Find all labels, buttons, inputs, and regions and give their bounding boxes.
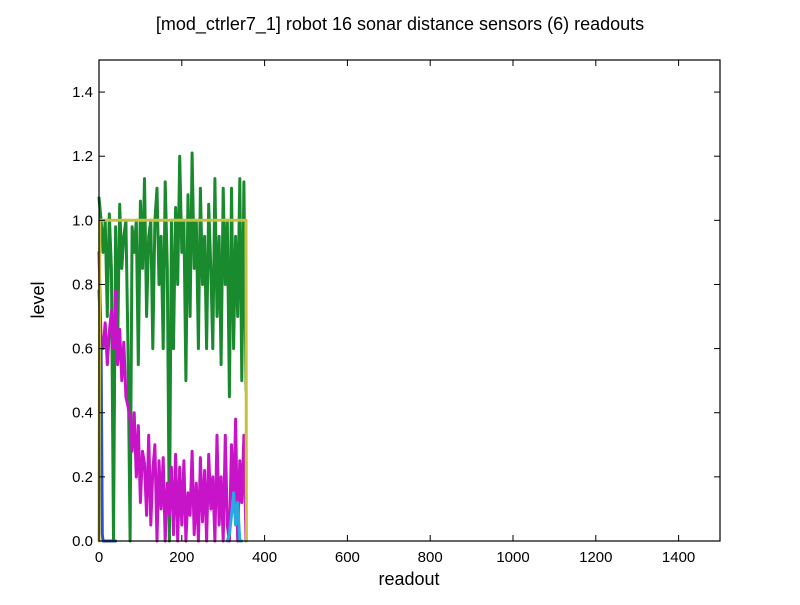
y-tick-label: 0.2 xyxy=(72,469,93,486)
x-tick-label: 400 xyxy=(252,549,277,566)
y-axis-label: level xyxy=(28,281,48,318)
y-tick-label: 1.0 xyxy=(72,212,93,229)
y-tick-label: 0.4 xyxy=(72,405,93,422)
chart-title: [mod_ctrler7_1] robot 16 sonar distance … xyxy=(156,14,644,35)
x-tick-label: 800 xyxy=(418,549,443,566)
y-tick-label: 1.2 xyxy=(72,148,93,165)
series-line-2 xyxy=(97,250,248,543)
x-tick-label: 1400 xyxy=(662,549,695,566)
x-axis-label: readout xyxy=(378,569,439,589)
x-tick-label: 0 xyxy=(95,549,103,566)
y-tick-label: 0.6 xyxy=(72,341,93,358)
series-line-1 xyxy=(97,151,248,543)
x-tick-label: 600 xyxy=(335,549,360,566)
y-tick-label: 1.4 xyxy=(72,84,93,101)
plot-area-frame xyxy=(98,59,721,542)
x-tick-label: 1200 xyxy=(579,549,612,566)
axis-ticks: 0 200 400 600 800 1000 1200 1400 0.0 0.2 0.4 0.6 0.8… xyxy=(72,60,720,566)
x-tick-label: 200 xyxy=(169,549,194,566)
series-line-4 xyxy=(225,491,244,543)
series-layer xyxy=(97,151,248,543)
x-tick-label: 1000 xyxy=(496,549,529,566)
y-tick-label: 0.0 xyxy=(72,533,93,550)
y-tick-label: 0.8 xyxy=(72,276,93,293)
